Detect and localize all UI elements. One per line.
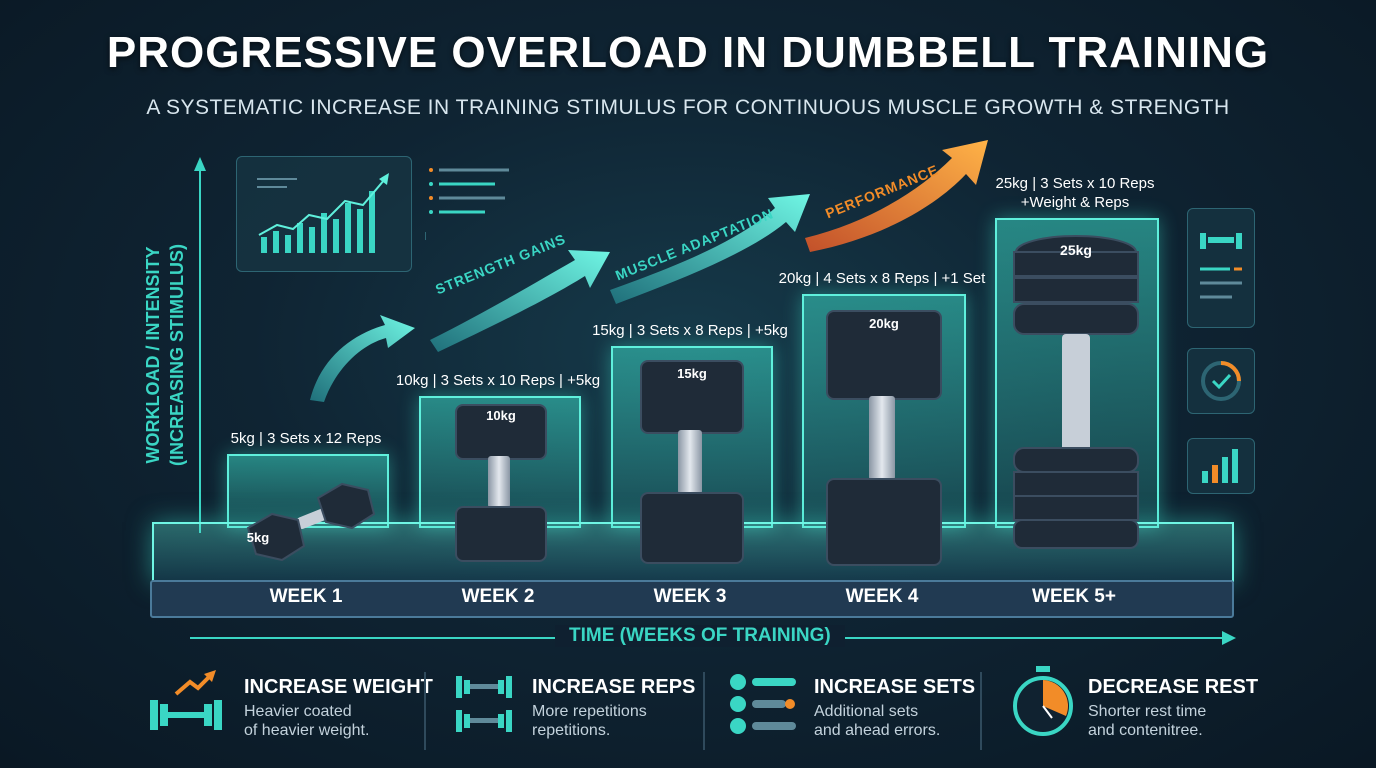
- side-card-bars-icon: [1187, 438, 1255, 494]
- week-1-spec: 5kg | 3 Sets x 12 Reps: [230, 430, 382, 447]
- legend-4-line1: Shorter rest time: [1088, 703, 1207, 720]
- chart-card-icon: [236, 156, 412, 272]
- stopwatch-icon: [1013, 666, 1073, 736]
- dumbbell-week-5-icon: [1013, 235, 1139, 549]
- dumbbell-week-4-weight: 20kg: [869, 316, 899, 331]
- page-title: PROGRESSIVE OVERLOAD IN DUMBBELL TRAININ…: [106, 28, 1270, 77]
- dumbbell-week-1-weight: 5kg: [246, 530, 270, 545]
- week-5-spec-extra: +Weight & Reps: [1020, 194, 1130, 211]
- week-2-label: WEEK 2: [461, 586, 535, 607]
- side-card-gauge-icon: [1187, 348, 1255, 414]
- legend-1-line1: Heavier coated: [244, 703, 352, 720]
- dumbbell-week-2-bottom-plate: [455, 506, 547, 562]
- legend-2-line1: More repetitions: [532, 703, 647, 720]
- week-2-spec: 10kg | 3 Sets x 10 Reps | +5kg: [395, 372, 601, 389]
- dumbbell-week-5-weight: 25kg: [1060, 242, 1092, 258]
- y-axis-arrow: [194, 157, 206, 533]
- arrow-3-icon: [610, 194, 810, 304]
- week-1-label: WEEK 1: [269, 586, 343, 607]
- dumbbells-icon: [456, 676, 512, 732]
- legend-3-title: INCREASE SETS: [814, 676, 976, 698]
- legend-2-title: INCREASE REPS: [532, 676, 696, 698]
- x-axis-arrow-icon: [1222, 631, 1236, 645]
- week-5-spec: 25kg | 3 Sets x 10 Reps: [995, 175, 1155, 192]
- dumbbell-week-3-handle: [678, 430, 702, 494]
- y-axis-label: WORKLOAD / INTENSITY (INCREASING STIMULU…: [143, 244, 187, 466]
- legend-divider: [703, 672, 705, 750]
- week-3-spec: 15kg | 3 Sets x 8 Reps | +5kg: [592, 322, 788, 339]
- side-card-dumbbell-icon: [1187, 208, 1255, 328]
- arrow-1-icon: [310, 315, 415, 402]
- dumbbell-week-2-handle: [488, 456, 510, 508]
- page-subtitle: A SYSTEMATIC INCREASE IN TRAINING STIMUL…: [146, 96, 1230, 119]
- arrow-4-icon: [805, 140, 988, 252]
- dumbbell-week-2-weight: 10kg: [486, 408, 516, 423]
- dumbbell-week-4-handle: [869, 396, 895, 480]
- legend-3-line1: Additional sets: [814, 703, 919, 720]
- legend-4-line2: and contenitree.: [1088, 722, 1203, 739]
- week-4-spec: 20kg | 4 Sets x 8 Reps | +1 Set: [778, 270, 986, 287]
- legend-4-title: DECREASE REST: [1088, 676, 1259, 698]
- week-5-label: WEEK 5+: [1032, 586, 1116, 607]
- x-axis-label: TIME (WEEKS OF TRAINING): [555, 625, 845, 647]
- dumbbell-week-3-bottom-plate: [640, 492, 744, 564]
- list-lines-icon: [424, 160, 515, 240]
- week-4-label: WEEK 4: [845, 586, 919, 607]
- legend-2-line2: repetitions.: [532, 722, 611, 739]
- dumbbell-week-1-icon: [238, 470, 388, 570]
- legend-3-line2: and ahead errors.: [814, 722, 941, 739]
- legend-divider: [980, 672, 982, 750]
- dumbbell-week-4-bottom-plate: [826, 478, 942, 566]
- dumbbell-arrow-icon: [150, 670, 222, 730]
- legend-divider: [424, 672, 426, 750]
- legend-1-title: INCREASE WEIGHT: [244, 676, 433, 698]
- growth-arrows: [310, 140, 988, 402]
- arrow-2-icon: [430, 250, 610, 352]
- dumbbell-week-4-top-plate: [826, 310, 942, 400]
- week-3-label: WEEK 3: [653, 586, 727, 607]
- week-strip: [150, 580, 1234, 618]
- dumbbell-week-3-weight: 15kg: [677, 366, 707, 381]
- sets-icon: [730, 674, 796, 734]
- legend-1-line2: of heavier weight.: [244, 722, 370, 739]
